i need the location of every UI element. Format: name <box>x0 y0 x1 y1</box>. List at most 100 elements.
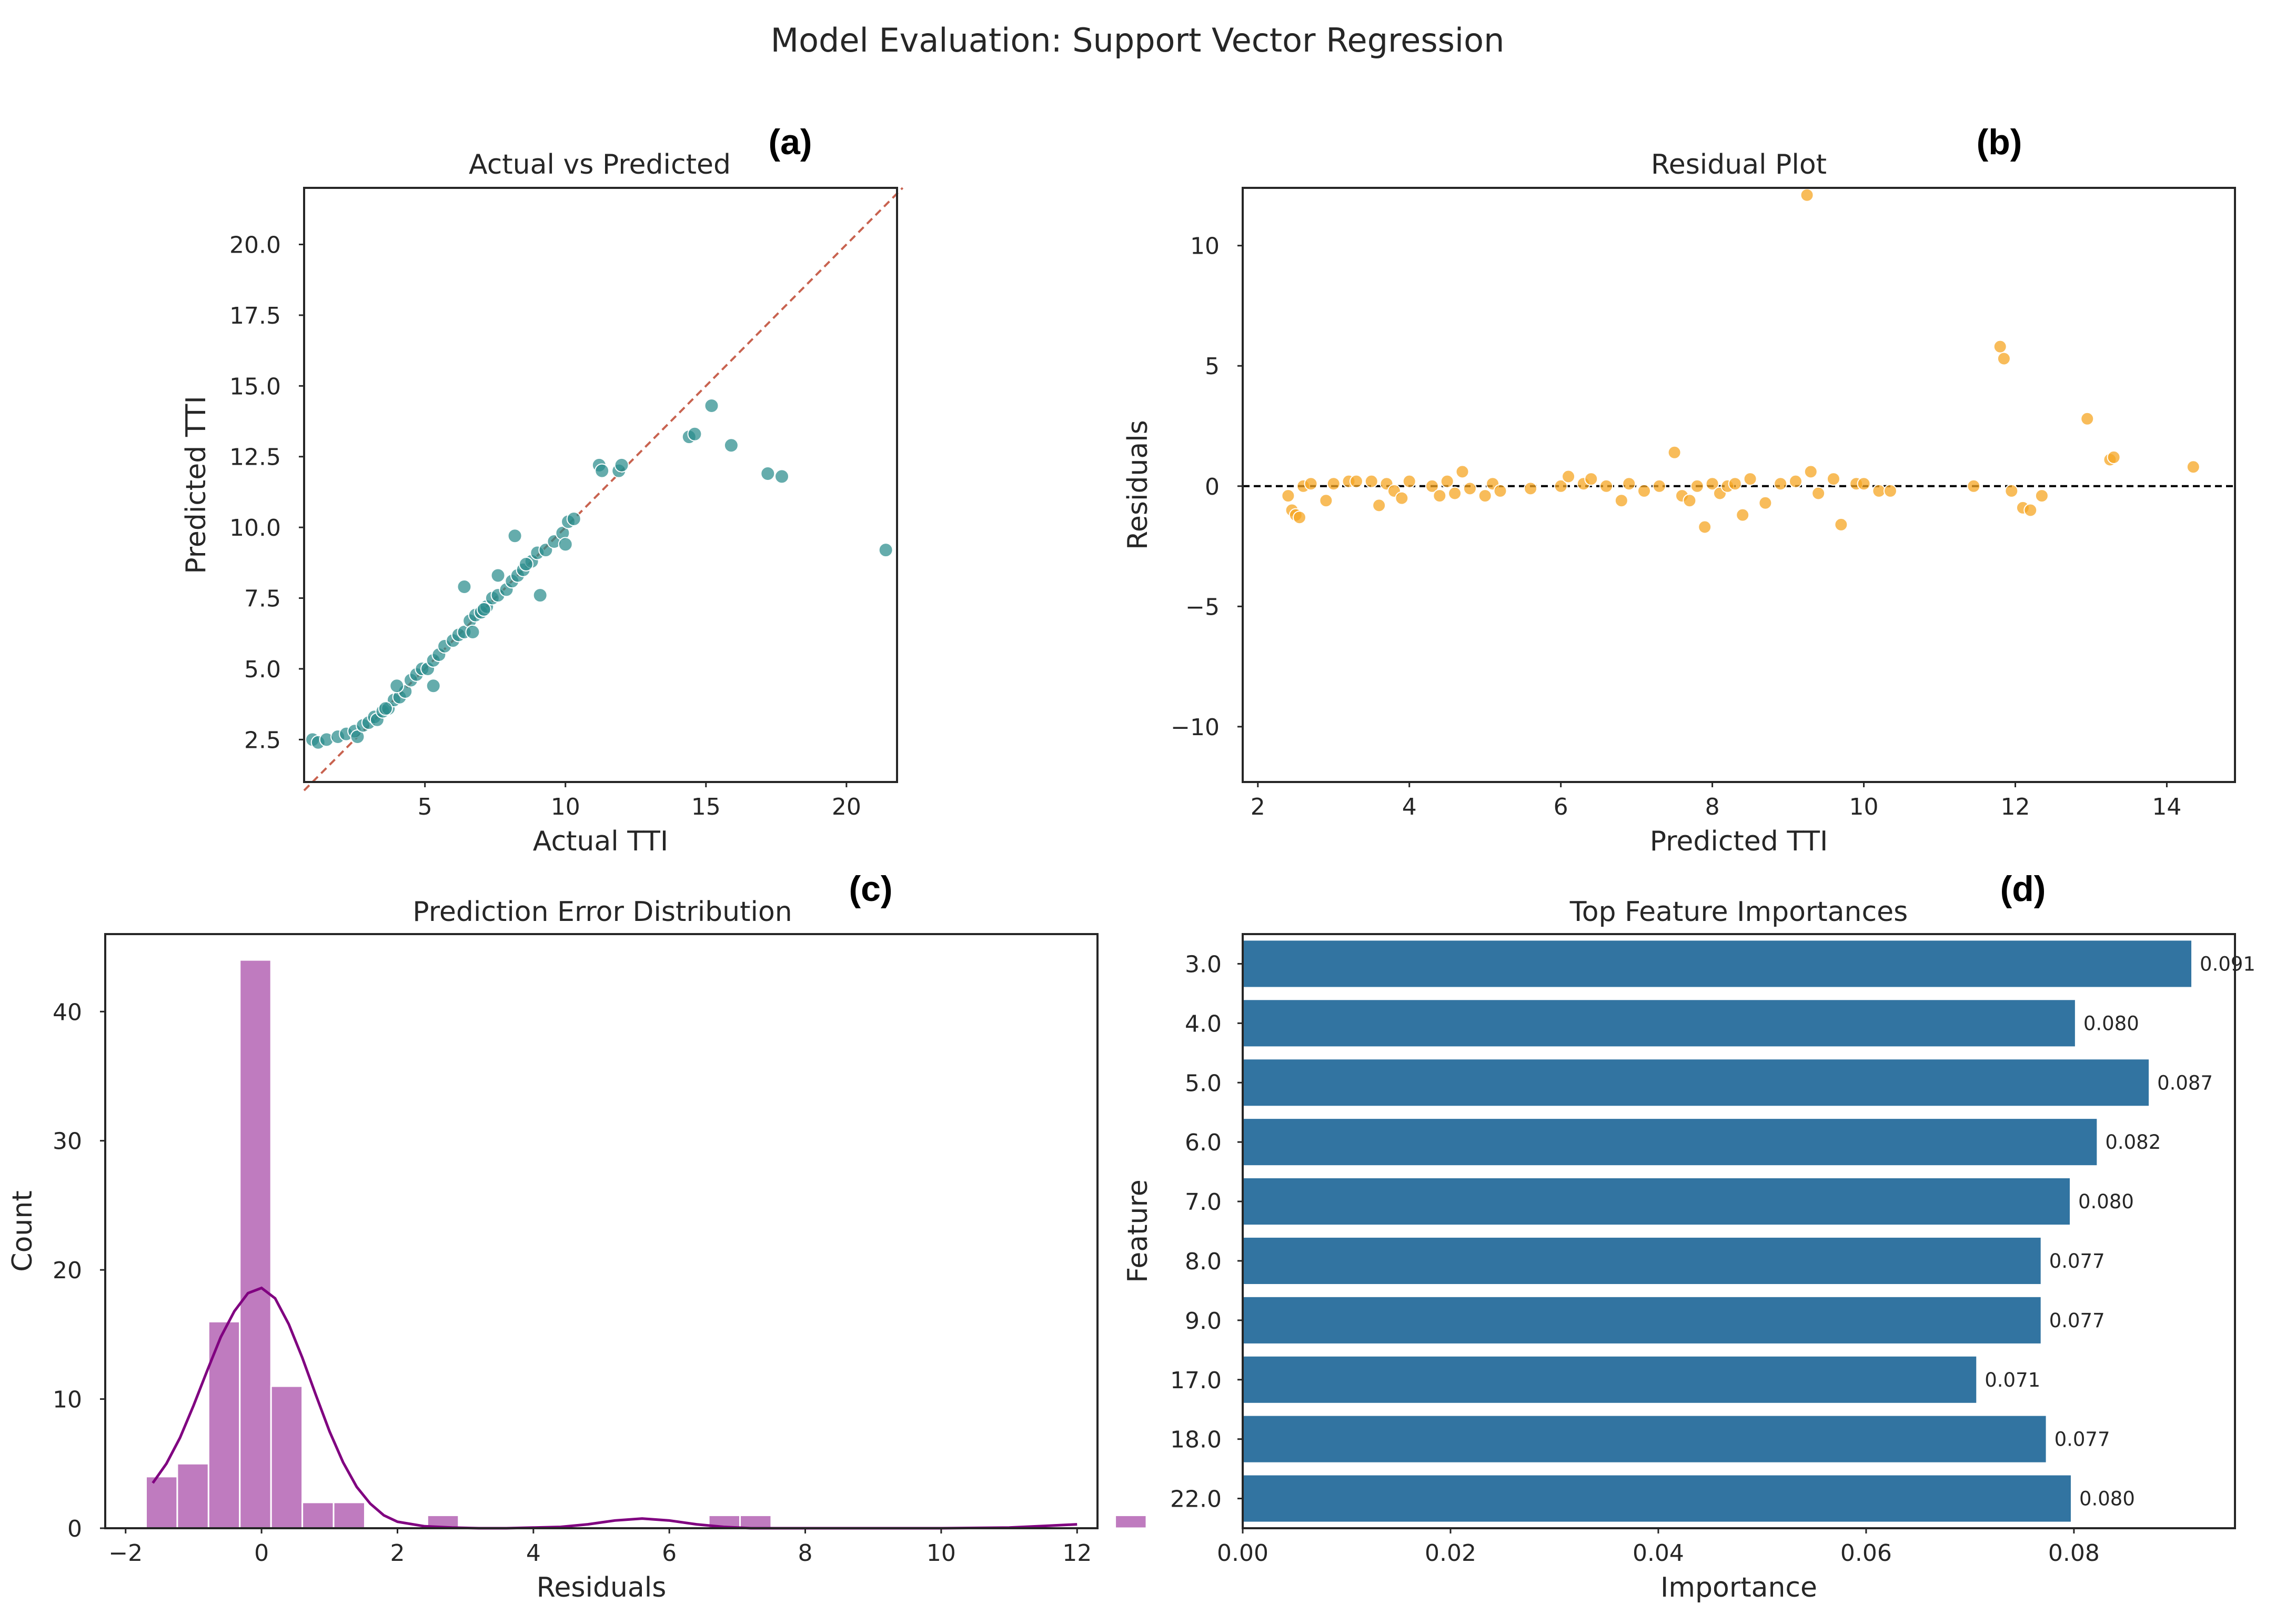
x-tick-label: 2 <box>1251 794 1265 820</box>
feature-category-label: 9.0 <box>1185 1308 1222 1335</box>
x-tick-label: 0.00 <box>1217 1540 1268 1567</box>
residual-point <box>1774 477 1788 491</box>
x-tick-label: 0.04 <box>1633 1540 1684 1567</box>
bar-value-label: 0.080 <box>2083 1012 2139 1035</box>
residual-point <box>1667 445 1681 459</box>
scatter-point <box>878 543 893 558</box>
plot-title: Actual vs Predicted <box>469 149 731 181</box>
scatter-point <box>774 469 790 484</box>
panel-d-feature-importances: 0.091 3.0 0.080 4.0 0.087 5.0 0.082 6.0 0.080 7.0… <box>1122 869 2255 1603</box>
plot-title: Prediction Error Distribution <box>412 896 792 928</box>
y-tick-label: 15.0 <box>229 373 281 400</box>
panel-a-actual-vs-predicted: Actual vs Predicted (a) 5 10 15 20 Actual TTI 2… <box>180 122 904 857</box>
y-tick-label: 0 <box>1205 474 1220 500</box>
scatter-point <box>532 588 548 603</box>
histogram-bar <box>739 1514 772 1529</box>
y-tick-label: 5 <box>1205 353 1220 380</box>
x-tick-label: 5 <box>418 794 432 820</box>
x-tick-label: 20 <box>832 794 861 820</box>
scatter-point <box>507 528 522 544</box>
x-axis-label: Predicted TTI <box>1650 826 1828 857</box>
histogram-bar <box>333 1501 366 1529</box>
importance-bar <box>1243 1000 2075 1047</box>
y-tick-label: 17.5 <box>229 303 281 329</box>
panel-label: (d) <box>2000 869 2046 909</box>
residual-point <box>1372 498 1386 513</box>
histogram-bar <box>176 1462 209 1529</box>
bar-value-label: 0.071 <box>1985 1369 2040 1391</box>
bar-value-label: 0.087 <box>2157 1071 2213 1094</box>
residual-point <box>1728 477 1742 491</box>
scatter-point <box>687 426 702 442</box>
y-tick-label: 10 <box>53 1387 82 1414</box>
y-axis-label: Feature <box>1122 1179 1154 1283</box>
histogram-bar <box>270 1385 304 1529</box>
x-axis-label: Importance <box>1660 1572 1817 1603</box>
x-tick-label: 12 <box>1062 1540 1092 1567</box>
residual-point <box>1292 510 1306 525</box>
x-tick-label: 10 <box>551 794 580 820</box>
y-axis-label: Residuals <box>1122 420 1154 550</box>
residual-point <box>1304 477 1318 491</box>
residual-point <box>1402 474 1416 488</box>
scatter-point <box>723 438 739 453</box>
residual-point <box>1637 484 1651 498</box>
y-tick-label: 30 <box>53 1128 82 1155</box>
bar-value-label: 0.091 <box>2200 953 2255 975</box>
residual-point <box>1811 486 1826 500</box>
residual-point <box>1455 465 1469 479</box>
residual-point <box>2035 489 2049 503</box>
residual-point <box>1463 482 1477 496</box>
residual-point <box>1857 477 1871 491</box>
feature-category-label: 7.0 <box>1185 1189 1222 1216</box>
residual-point <box>1395 491 1409 505</box>
residual-point <box>1967 479 1981 493</box>
scatter-point <box>490 568 506 583</box>
x-tick-label: 6 <box>662 1540 677 1567</box>
plot-title: Residual Plot <box>1651 149 1827 181</box>
x-tick-label: 0.06 <box>1840 1540 1892 1567</box>
residual-point <box>1493 484 1507 498</box>
feature-category-label: 22.0 <box>1170 1486 1222 1513</box>
importance-bar <box>1243 1416 2046 1462</box>
residual-point <box>1622 477 1636 491</box>
scatter-point <box>457 579 472 595</box>
residual-point <box>1478 489 1492 503</box>
residual-point <box>1804 465 1818 479</box>
feature-category-label: 18.0 <box>1170 1427 1222 1453</box>
y-tick-label: 0 <box>67 1516 82 1542</box>
scatter-point <box>389 678 405 694</box>
y-tick-label: 7.5 <box>244 586 281 613</box>
residual-point <box>1448 486 1462 500</box>
residual-point <box>1705 477 1719 491</box>
residual-point <box>1788 474 1802 488</box>
residual-point <box>1554 479 1568 493</box>
scatter-point <box>465 625 480 640</box>
x-axis-label: Actual TTI <box>533 826 668 857</box>
importance-bar <box>1243 1119 2097 1166</box>
x-tick-label: 2 <box>390 1540 405 1567</box>
residual-point <box>1364 474 1378 488</box>
feature-category-label: 17.0 <box>1170 1367 1222 1394</box>
x-axis-label: Residuals <box>537 1572 667 1603</box>
x-tick-label: 0.08 <box>2048 1540 2100 1567</box>
feature-category-label: 5.0 <box>1185 1070 1222 1097</box>
plot-frame <box>1242 933 2236 1529</box>
importance-bar <box>1243 1297 2041 1344</box>
residual-point <box>1872 484 1886 498</box>
residual-point <box>2080 412 2094 426</box>
y-tick-label: −10 <box>1171 714 1220 741</box>
scatter-point <box>378 701 393 716</box>
figure-suptitle: Model Evaluation: Support Vector Regress… <box>771 21 1505 59</box>
plot-frame <box>303 187 898 783</box>
importance-bar <box>1243 1475 2071 1522</box>
residual-point <box>1614 494 1628 508</box>
residual-point <box>1690 479 1704 493</box>
histogram-bar <box>145 1476 178 1529</box>
residual-point <box>1584 472 1598 486</box>
residual-point <box>1736 508 1750 522</box>
plot-frame <box>104 933 1099 1529</box>
scatter-point <box>518 557 533 572</box>
residual-point <box>1743 472 1757 486</box>
